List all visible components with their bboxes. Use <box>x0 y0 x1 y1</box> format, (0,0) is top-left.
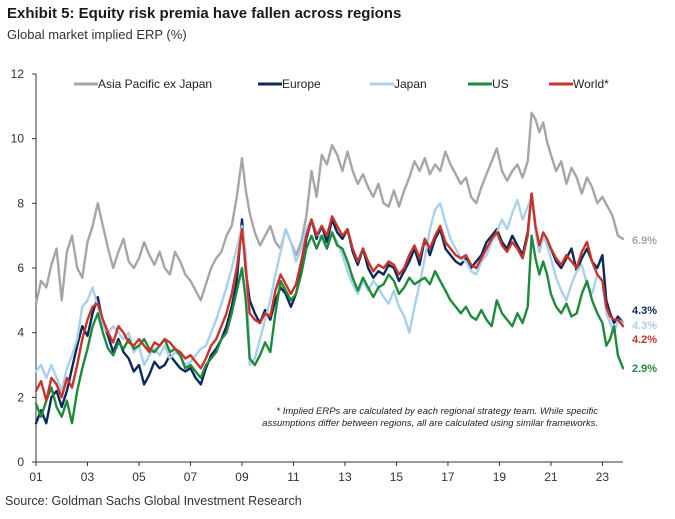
chart-subtitle: Global market implied ERP (%) <box>7 27 187 42</box>
y-tick-label: 10 <box>11 132 25 146</box>
y-tick-label: 2 <box>17 390 24 404</box>
series-line-world <box>34 192 625 402</box>
y-tick-label: 8 <box>17 196 24 210</box>
footnote-line-1: * Implied ERPs are calculated by each re… <box>276 406 598 417</box>
y-tick-label: 12 <box>11 67 25 81</box>
y-tick-label: 0 <box>17 455 24 469</box>
x-tick-label: 23 <box>596 470 610 484</box>
x-tick-label: 05 <box>132 470 146 484</box>
footnote-line-2: assumptions differ between regions, all … <box>262 418 598 429</box>
x-tick-label: 15 <box>390 470 404 484</box>
legend-label: World* <box>573 77 609 91</box>
legend-label: Europe <box>282 77 321 91</box>
y-tick-label: 4 <box>17 326 24 340</box>
chart-axes: 0 2 4 6 8 10 12 01 03 05 07 09 11 13 15 17 19 21 23 <box>11 67 623 484</box>
x-tick-label: 11 <box>287 470 300 484</box>
end-label: 2.9% <box>632 363 657 375</box>
x-tick-label: 19 <box>493 470 507 484</box>
x-tick-label: 01 <box>29 470 43 484</box>
chart-title: Exhibit 5: Equity risk premia have falle… <box>7 5 402 22</box>
end-label: 6.9% <box>632 235 657 247</box>
x-tick-label: 13 <box>338 470 352 484</box>
x-tick-label: 17 <box>441 470 455 484</box>
end-label: 4.3% <box>632 320 657 332</box>
x-tick-label: 09 <box>235 470 249 484</box>
source-note: Source: Goldman Sachs Global Investment … <box>5 494 302 508</box>
legend-label: Asia Pacific ex Japan <box>98 77 212 91</box>
series-line-asia-pacific-ex-japan <box>34 111 625 305</box>
end-label: 4.3% <box>632 305 657 317</box>
series-lines <box>34 111 625 425</box>
y-tick-label: 6 <box>17 261 24 275</box>
series-line-us <box>34 231 625 425</box>
chart-legend: Asia Pacific ex Japan Europe Japan US World* <box>74 77 609 91</box>
x-tick-label: 03 <box>81 470 95 484</box>
end-label: 4.2% <box>632 334 657 346</box>
x-tick-label: 21 <box>544 470 558 484</box>
x-tick-label: 07 <box>184 470 198 484</box>
end-labels: 6.9% 4.3% 4.3% 2.9% 4.2% <box>632 235 657 375</box>
legend-label: Japan <box>394 77 427 91</box>
legend-label: US <box>492 77 509 91</box>
